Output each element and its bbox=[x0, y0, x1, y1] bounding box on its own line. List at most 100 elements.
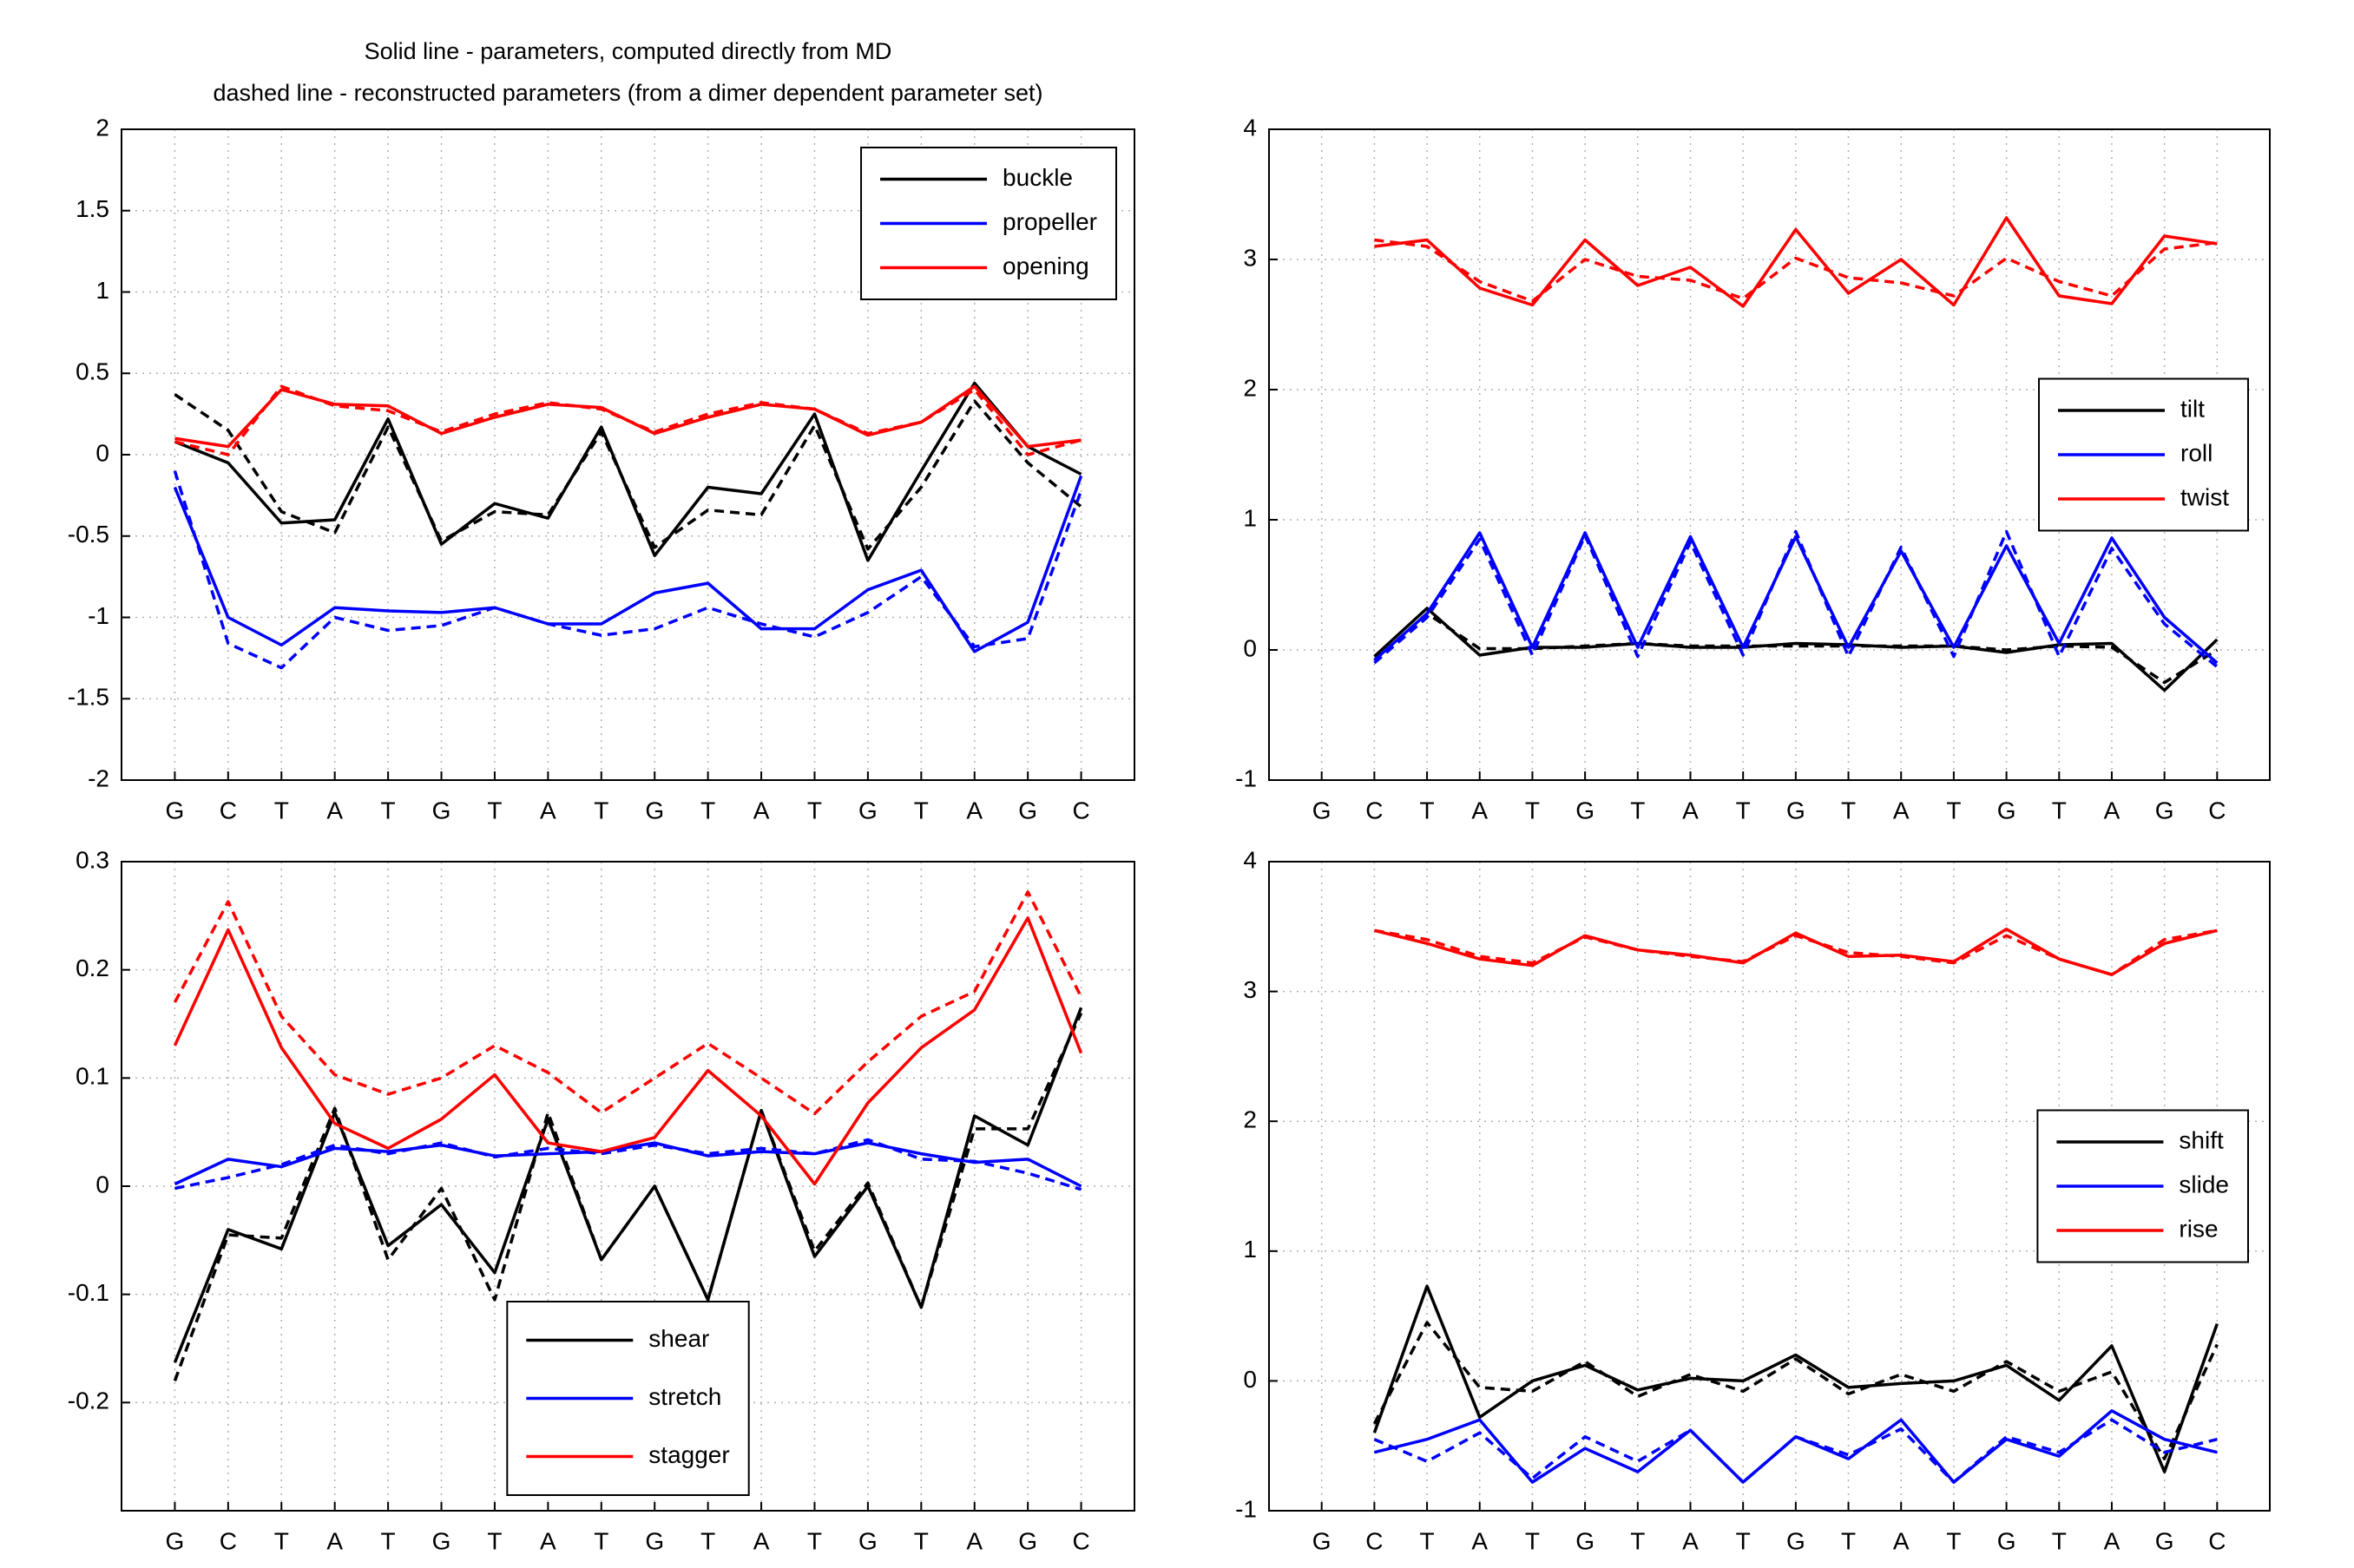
y-tick-label: 3 bbox=[1243, 244, 1257, 271]
y-tick-label: 0.1 bbox=[76, 1063, 109, 1090]
subplot: G C T A T G T A T G T A T G T A G C -2 -1.5 -1 -0.5 0 0.5 1 1.5 2 b… bbox=[68, 114, 1135, 823]
x-tick-label: C bbox=[2208, 1527, 2226, 1554]
axes-frame bbox=[1268, 128, 2271, 781]
subplot: G C T A T G T A T G T A T G T A G C -1 0 1 2 3 4 shift slide rise bbox=[1235, 846, 2271, 1554]
x-tick-label: A bbox=[540, 1527, 556, 1554]
x-tick-label: A bbox=[1893, 1527, 1910, 1554]
solid-line bbox=[173, 475, 1083, 653]
x-tick-label: T bbox=[1525, 1527, 1540, 1554]
legend-frame bbox=[860, 147, 1117, 300]
subplot: G C T A T G T A T G T A T G T A G C -0.2 -0.1 0 0.1 0.2 0.3 shea… bbox=[68, 846, 1135, 1554]
y-tick-label: 1 bbox=[95, 277, 109, 304]
x-tick-label: T bbox=[1736, 797, 1751, 823]
y-tick-label: 0 bbox=[95, 1171, 109, 1197]
x-tick-label: A bbox=[1471, 1527, 1488, 1554]
x-tick-label: G bbox=[1575, 1527, 1595, 1554]
x-tick-label: A bbox=[2104, 1527, 2121, 1554]
y-tick-label: 0 bbox=[1243, 1366, 1257, 1393]
x-tick-label: C bbox=[1365, 797, 1383, 823]
y-tick-label: 4 bbox=[1243, 846, 1257, 873]
x-tick-label: G bbox=[645, 797, 664, 823]
dashed-line bbox=[174, 393, 1082, 551]
x-tick-label: G bbox=[432, 1527, 451, 1554]
x-tick-label: T bbox=[700, 1527, 715, 1554]
x-tick-label: C bbox=[1072, 797, 1089, 823]
x-tick-label: G bbox=[166, 1527, 185, 1554]
x-tick-label: A bbox=[2104, 797, 2121, 823]
legend-label: tilt bbox=[2180, 395, 2205, 422]
legend-label: slide bbox=[2179, 1171, 2229, 1197]
y-tick-label: 2 bbox=[1243, 374, 1257, 401]
y-tick-label: -1 bbox=[1235, 764, 1257, 791]
legend-label: propeller bbox=[1003, 208, 1097, 235]
y-tick-label: -2 bbox=[88, 764, 109, 791]
x-tick-label: G bbox=[1312, 1527, 1332, 1554]
x-tick-label: T bbox=[1841, 1527, 1856, 1554]
x-tick-label: T bbox=[807, 797, 822, 823]
x-tick-label: G bbox=[1018, 797, 1037, 823]
x-tick-label: A bbox=[326, 1527, 343, 1554]
legend-label: opening bbox=[1003, 253, 1089, 279]
x-tick-label: G bbox=[1018, 1527, 1037, 1554]
x-tick-label: T bbox=[1630, 797, 1645, 823]
y-tick-label: 1.5 bbox=[76, 195, 109, 222]
x-tick-label: A bbox=[753, 797, 770, 823]
x-tick-label: T bbox=[914, 1527, 929, 1554]
y-tick-label: 0.3 bbox=[76, 846, 109, 873]
x-tick-label: G bbox=[645, 1527, 664, 1554]
x-tick-label: T bbox=[381, 797, 396, 823]
x-tick-label: T bbox=[487, 1527, 502, 1554]
x-tick-label: G bbox=[1786, 797, 1805, 823]
solid-line bbox=[173, 916, 1083, 1186]
x-tick-label: A bbox=[1893, 797, 1910, 823]
y-tick-label: -0.2 bbox=[68, 1388, 109, 1414]
axes-frame bbox=[121, 861, 1135, 1512]
x-tick-label: G bbox=[432, 797, 451, 823]
y-tick-label: -1.5 bbox=[68, 684, 109, 711]
y-tick-label: 1 bbox=[1243, 504, 1257, 531]
x-tick-label: G bbox=[2155, 1527, 2174, 1554]
x-tick-label: A bbox=[540, 797, 556, 823]
y-tick-label: -0.1 bbox=[68, 1279, 109, 1306]
x-tick-label: T bbox=[274, 1527, 289, 1554]
x-tick-label: A bbox=[753, 1527, 770, 1554]
solid-line bbox=[1373, 1409, 2218, 1484]
x-tick-label: T bbox=[700, 797, 715, 823]
y-tick-label: 4 bbox=[1243, 114, 1257, 141]
x-tick-label: T bbox=[1841, 797, 1856, 823]
x-tick-label: C bbox=[1072, 1527, 1089, 1554]
x-tick-label: T bbox=[1946, 1527, 1961, 1554]
x-tick-label: T bbox=[487, 797, 502, 823]
legend: buckle propeller opening bbox=[860, 147, 1117, 300]
legend-label: buckle bbox=[1003, 164, 1073, 191]
legend-label: shift bbox=[2179, 1126, 2224, 1153]
x-tick-label: T bbox=[1419, 1527, 1434, 1554]
y-tick-label: -1 bbox=[1235, 1495, 1257, 1522]
x-tick-label: A bbox=[1471, 797, 1488, 823]
dashed-line bbox=[174, 1138, 1082, 1191]
y-tick-label: -0.5 bbox=[68, 521, 109, 548]
y-tick-label: -1 bbox=[88, 602, 109, 629]
x-tick-label: T bbox=[914, 797, 929, 823]
x-tick-label: G bbox=[858, 797, 878, 823]
solid-line bbox=[1374, 216, 2218, 308]
chart-title: Solid line - parameters, computed direct… bbox=[365, 38, 892, 64]
axes-frame bbox=[1268, 861, 2271, 1512]
solid-line bbox=[173, 1007, 1083, 1363]
solid-line bbox=[174, 381, 1082, 562]
legend-label: stretch bbox=[648, 1383, 721, 1410]
x-tick-label: T bbox=[1525, 797, 1540, 823]
legend-label: twist bbox=[2180, 483, 2229, 510]
solid-line bbox=[174, 384, 1082, 449]
chart-subtitle: dashed line - reconstructed parameters (… bbox=[214, 80, 1043, 106]
dashed-line bbox=[1372, 1321, 2219, 1460]
y-tick-label: 3 bbox=[1243, 976, 1257, 1003]
legend-label: stagger bbox=[648, 1441, 729, 1468]
legend: shift slide rise bbox=[2036, 1109, 2249, 1263]
legend: tilt roll twist bbox=[2038, 377, 2249, 532]
x-tick-label: G bbox=[858, 1527, 878, 1554]
dashed-line bbox=[1373, 529, 2219, 668]
subplot: G C T A T G T A T G T A T G T A G C -1 0 1 2 3 4 tilt roll twist bbox=[1235, 114, 2271, 823]
x-tick-label: C bbox=[2208, 797, 2226, 823]
y-tick-label: 2 bbox=[95, 114, 109, 141]
